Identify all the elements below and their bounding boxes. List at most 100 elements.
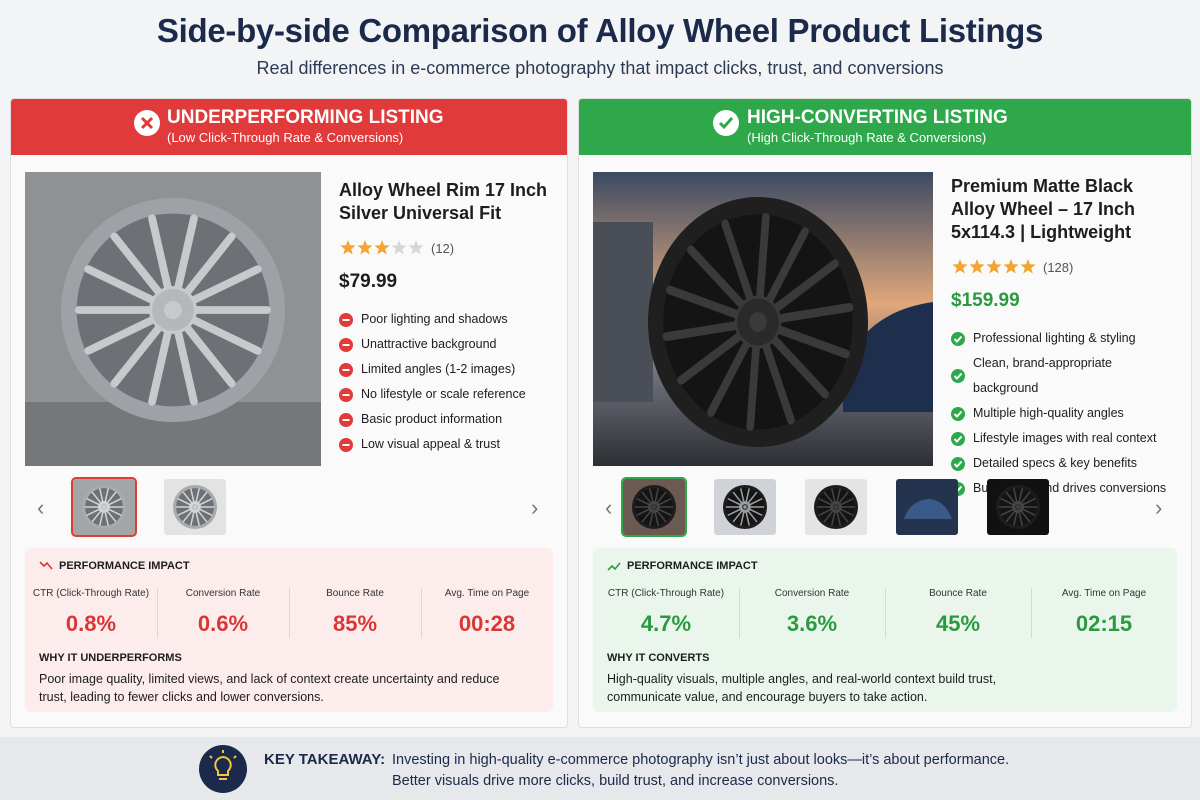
product-title: Premium Matte Black Alloy Wheel – 17 Inc… — [951, 176, 1136, 242]
metric-value: 0.8% — [65, 611, 117, 636]
metric-value: 02:15 — [1075, 611, 1133, 636]
metric-value: 0.6% — [197, 611, 249, 636]
feature-item: Lifestyle images with real context — [951, 426, 1177, 451]
check-icon — [951, 369, 965, 383]
metric: Bounce Rate 45% — [885, 588, 1031, 637]
product-info: Alloy Wheel Rim 17 Inch Silver Universal… — [339, 179, 553, 457]
metric: CTR (Click-Through Rate) 0.8% — [25, 588, 157, 637]
panel-header: UNDERPERFORMING LISTING (Low Click-Throug… — [11, 99, 567, 155]
trend-line — [39, 561, 53, 570]
feature-text: No lifestyle or scale reference — [361, 387, 526, 401]
metric-label: Avg. Time on Page — [444, 588, 530, 599]
why-title: WHY IT CONVERTS — [607, 652, 710, 664]
takeaway-text: Investing in high-quality e-commerce pho… — [392, 752, 1010, 789]
feature-text: Limited angles (1-2 images) — [361, 362, 516, 376]
icon-glyph — [953, 335, 963, 343]
thumb-next[interactable]: › — [1155, 495, 1163, 520]
feature-text: Multiple high-quality angles — [973, 406, 1124, 420]
feature-list: Professional lighting & styling Clean, br… — [951, 326, 1177, 501]
trend-icon — [607, 562, 621, 571]
trend-icon — [39, 561, 53, 570]
feature-item: Unattractive background — [339, 332, 553, 357]
panel-subheading: (Low Click-Through Rate & Conversions) — [167, 130, 404, 145]
panel-heading: UNDERPERFORMING LISTING — [167, 107, 444, 128]
price: $79.99 — [339, 271, 398, 292]
wheel — [814, 485, 858, 529]
feature-item: Multiple high-quality angles — [951, 401, 1177, 426]
listing-panel: UNDERPERFORMING LISTING (Low Click-Throug… — [10, 98, 568, 728]
metric-label: Bounce Rate — [929, 588, 987, 599]
metric-label: Conversion Rate — [185, 588, 261, 599]
icon-glyph — [953, 372, 963, 380]
panel-heading: HIGH-CONVERTING LISTING — [747, 107, 1008, 128]
rating-row: (128) — [951, 258, 1177, 276]
performance-title: PERFORMANCE IMPACT — [59, 560, 190, 572]
star-empty — [391, 240, 407, 255]
minus-icon — [339, 412, 353, 427]
metric-divider — [421, 588, 422, 638]
metric: Conversion Rate 3.6% — [739, 588, 885, 637]
takeaway-bar: KEY TAKEAWAY: Investing in high-quality … — [0, 737, 1200, 800]
thumbnail[interactable] — [71, 477, 137, 537]
metric-label: Avg. Time on Page — [1061, 588, 1147, 599]
panel-header: HIGH-CONVERTING LISTING (High Click-Throu… — [579, 99, 1191, 155]
icon-glyph — [953, 460, 963, 468]
thumbnail[interactable] — [805, 479, 867, 535]
thumb-next[interactable]: › — [531, 495, 539, 520]
performance-box: PERFORMANCE IMPACT CTR (Click-Through Rat… — [593, 548, 1177, 712]
status-icon — [713, 110, 739, 136]
performance-title: PERFORMANCE IMPACT — [627, 560, 758, 572]
star-filled — [986, 259, 1002, 274]
thumbnail[interactable] — [987, 479, 1049, 535]
listing-panel: HIGH-CONVERTING LISTING (High Click-Throu… — [578, 98, 1192, 728]
icon-glyph — [953, 435, 963, 443]
thumb-prev[interactable]: ‹ — [37, 495, 45, 520]
minus-icon — [339, 387, 353, 402]
rating-stars — [340, 240, 424, 255]
review-count: (12) — [431, 240, 455, 256]
wheel-cap — [1016, 505, 1020, 509]
feature-list: Poor lighting and shadows Unattractive ba… — [339, 307, 553, 457]
feature-item: Detailed specs & key benefits — [951, 451, 1177, 476]
star-filled — [1003, 259, 1019, 274]
minus-icon — [339, 337, 353, 352]
star-filled — [374, 240, 390, 255]
cross-mark — [140, 116, 154, 130]
performance-box: PERFORMANCE IMPACT CTR (Click-Through Rat… — [25, 548, 553, 712]
product-info: Premium Matte Black Alloy Wheel – 17 Inc… — [951, 175, 1177, 501]
feature-item: Low visual appeal & trust — [339, 432, 553, 457]
minus-icon — [339, 362, 353, 377]
metric-value: 3.6% — [786, 611, 838, 636]
star-filled — [357, 240, 373, 255]
feature-text: Lifestyle images with real context — [973, 431, 1157, 445]
thumb-car — [904, 499, 952, 519]
price: $159.99 — [951, 290, 1020, 311]
thumbnail[interactable] — [896, 479, 958, 535]
thumbnail[interactable] — [164, 479, 226, 535]
thumb-prev[interactable]: ‹ — [605, 495, 613, 520]
minus-icon — [339, 437, 353, 452]
feature-item: Basic product information — [339, 407, 553, 432]
check-icon — [951, 456, 965, 471]
feature-text: Low visual appeal & trust — [361, 437, 500, 451]
wheel — [648, 197, 868, 447]
feature-text: Basic product information — [361, 412, 503, 426]
rating-row: (12) — [339, 239, 553, 257]
car — [843, 302, 933, 412]
thumbnail[interactable] — [621, 477, 687, 537]
building — [593, 222, 653, 402]
check-icon — [951, 331, 965, 346]
wheel — [632, 485, 676, 529]
wheel-cap — [102, 505, 106, 509]
feature-item: No lifestyle or scale reference — [339, 382, 553, 407]
wheel-cap — [652, 505, 656, 509]
wheel — [61, 198, 285, 422]
metric-divider — [1031, 588, 1032, 638]
metric: CTR (Click-Through Rate) 4.7% — [593, 588, 739, 637]
thumbnail[interactable] — [714, 479, 776, 535]
check-icon — [951, 406, 965, 421]
panel-subheading: (High Click-Through Rate & Conversions) — [747, 130, 987, 145]
product-image — [593, 172, 933, 466]
star-filled — [340, 240, 356, 255]
